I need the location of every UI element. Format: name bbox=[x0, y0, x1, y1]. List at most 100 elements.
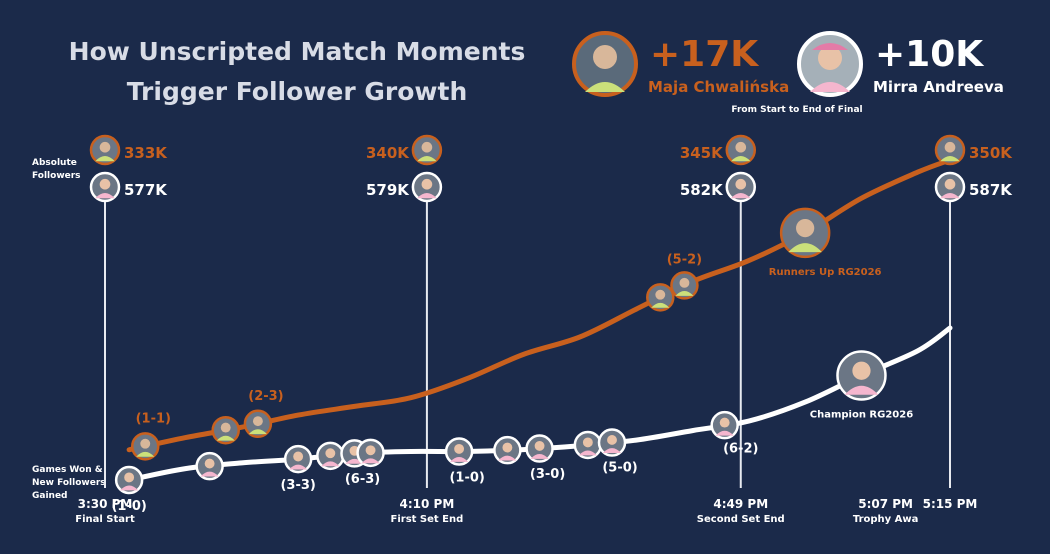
mirra-annotation-0: (1-0) bbox=[111, 499, 146, 514]
time-tick-label-3: Trophy Awa bbox=[853, 514, 919, 525]
checkpoint-mirra-avatar-2-face bbox=[735, 178, 747, 190]
mirra-marker-10-shirt bbox=[602, 448, 622, 453]
markers bbox=[89, 134, 966, 495]
mirra-annotation-4: (3-0) bbox=[530, 467, 565, 482]
mirra-marker-6 bbox=[444, 437, 474, 466]
checkpoint-mirra-value-1: 579K bbox=[366, 181, 410, 199]
mirra-marker-12-shirt bbox=[844, 385, 879, 395]
maja-marker-3-face bbox=[655, 289, 666, 300]
maja-marker-4-shirt bbox=[675, 290, 694, 296]
time-tick-3: 5:07 PM bbox=[858, 497, 913, 511]
gain-note: From Start to End of Final bbox=[731, 105, 862, 115]
mirra-marker-0 bbox=[114, 465, 144, 495]
maja-marker-5-shirt bbox=[788, 243, 822, 253]
maja-marker-5 bbox=[779, 207, 831, 259]
mirra-marker-1-shirt bbox=[200, 471, 219, 477]
mirra-marker-12-face bbox=[852, 361, 871, 380]
mirra-marker-9 bbox=[573, 430, 603, 460]
checkpoint-mirra-avatar-1-shirt bbox=[417, 192, 437, 199]
time-tick-4: 5:15 PM bbox=[923, 497, 978, 511]
maja-marker-2-shirt bbox=[248, 429, 268, 435]
checkpoint-maja-avatar-1 bbox=[411, 134, 443, 166]
checkpoint-mirra-value-0: 577K bbox=[124, 181, 168, 199]
mirra-marker-1 bbox=[195, 451, 224, 481]
checkpoint-maja-avatar-3-face bbox=[944, 141, 956, 153]
checkpoint-maja-avatar-1-shirt bbox=[417, 155, 437, 162]
checkpoint-mirra-avatar-3-shirt bbox=[940, 192, 960, 199]
mirra-name: Mirra Andreeva bbox=[873, 78, 1004, 96]
checkpoint-maja-avatar-0-face bbox=[99, 141, 111, 153]
mirra-annotation-3: (1-0) bbox=[449, 471, 484, 486]
mirra-marker-11-face bbox=[719, 417, 730, 428]
mirra-marker-5-shirt bbox=[361, 458, 380, 464]
games-label-line2: New Followers bbox=[32, 478, 106, 488]
mirra-marker-10-face bbox=[607, 435, 617, 445]
maja-annotation-0: (1-1) bbox=[136, 412, 171, 427]
checkpoint-maja-value-3: 350K bbox=[969, 144, 1013, 162]
maja-marker-0-face bbox=[140, 438, 151, 449]
time-tick-1: 4:10 PM bbox=[400, 497, 455, 511]
series-line-maja bbox=[126, 157, 953, 453]
checkpoint-maja-avatar-3 bbox=[934, 134, 966, 166]
mirra-marker-7-face bbox=[502, 442, 513, 453]
absolute-label-line1: Absolute bbox=[32, 158, 77, 168]
time-tick-2: 4:49 PM bbox=[713, 497, 768, 511]
mirra-marker-3-face bbox=[325, 448, 336, 459]
mirra-marker-8 bbox=[525, 434, 554, 463]
checkpoint-mirra-avatar-0 bbox=[89, 171, 121, 203]
mirra-annotation-2: (6-3) bbox=[345, 472, 380, 487]
chart-title-line2: Trigger Follower Growth bbox=[127, 77, 468, 106]
maja-marker-3 bbox=[646, 283, 675, 312]
maja-marker-1-shirt bbox=[216, 435, 235, 441]
games-label-line1: Games Won & bbox=[32, 465, 103, 475]
checkpoint-mirra-avatar-3-face bbox=[944, 178, 956, 190]
mirra-marker-9-face bbox=[582, 437, 593, 448]
maja-header: +17K Maja Chwalińska bbox=[572, 31, 789, 97]
maja-marker-4-face bbox=[679, 277, 690, 288]
mirra-header: +10K Mirra Andreeva bbox=[797, 31, 1004, 97]
mirra-marker-0-shirt bbox=[120, 485, 139, 491]
checkpoint-mirra-avatar-2-shirt bbox=[730, 192, 751, 199]
maja-marker-3-shirt bbox=[651, 302, 670, 308]
mirra-gain: +10K bbox=[875, 34, 984, 75]
mirra-marker-7 bbox=[493, 435, 522, 465]
chart-title-line1: How Unscripted Match Moments bbox=[69, 37, 526, 66]
checkpoint-maja-value-1: 340K bbox=[366, 144, 410, 162]
mirra-annotation-1: (3-3) bbox=[280, 478, 315, 493]
mirra-annotation-7: Champion RG2026 bbox=[810, 410, 913, 421]
mirra-marker-10 bbox=[597, 428, 627, 457]
maja-annotation-2: (5-2) bbox=[667, 252, 702, 267]
mirra-marker-2 bbox=[283, 444, 313, 474]
mirra-marker-3-shirt bbox=[321, 461, 340, 467]
checkpoint-mirra-avatar-1 bbox=[411, 171, 443, 203]
checkpoint-mirra-avatar-0-shirt bbox=[95, 192, 115, 199]
mirra-marker-8-shirt bbox=[530, 454, 549, 459]
checkpoint-maja-value-2: 345K bbox=[680, 144, 724, 162]
maja-name: Maja Chwalińska bbox=[648, 78, 789, 96]
maja-marker-5-face bbox=[796, 218, 815, 238]
mirra-marker-0-face bbox=[124, 472, 135, 483]
labels: 333K 577K 340K 579K 345K 582K 350K 587K (1-1) (2-… bbox=[75, 144, 1013, 525]
checkpoint-mirra-value-3: 587K bbox=[969, 181, 1013, 199]
maja-gain: +17K bbox=[650, 34, 759, 75]
mirra-marker-2-face bbox=[293, 451, 304, 462]
mirra-marker-11 bbox=[710, 410, 739, 440]
checkpoint-maja-avatar-1-face bbox=[421, 141, 433, 153]
mirra-marker-7-shirt bbox=[498, 455, 517, 461]
mirra-marker-6-face bbox=[454, 443, 465, 454]
checkpoint-mirra-value-2: 582K bbox=[680, 181, 724, 199]
maja-annotation-1: (2-3) bbox=[248, 389, 283, 404]
mirra-marker-3 bbox=[316, 441, 345, 471]
mirra-marker-9-shirt bbox=[578, 450, 597, 456]
maja-marker-2 bbox=[243, 409, 273, 439]
checkpoint-mirra-avatar-0-face bbox=[99, 178, 111, 190]
mirra-marker-2-shirt bbox=[289, 464, 308, 470]
time-tick-label-1: First Set End bbox=[391, 514, 464, 525]
maja-marker-4 bbox=[670, 271, 699, 300]
checkpoint-mirra-avatar-2 bbox=[725, 171, 757, 203]
time-tick-0: 3:30 PM bbox=[78, 497, 133, 511]
checkpoint-maja-value-0: 333K bbox=[124, 144, 168, 162]
maja-annotation-3: Runners Up RG2026 bbox=[769, 267, 882, 278]
checkpoint-mirra-avatar-3 bbox=[934, 171, 966, 203]
